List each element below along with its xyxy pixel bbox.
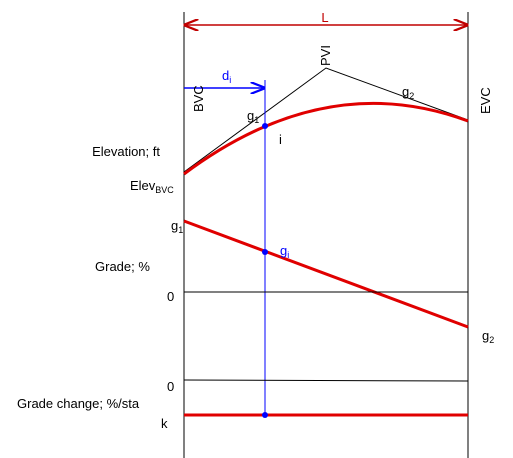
point-k bbox=[262, 412, 268, 418]
g1-top-label: g1 bbox=[247, 108, 259, 125]
g2-right-label: g2 bbox=[482, 328, 494, 345]
g-sub: 2 bbox=[489, 335, 494, 345]
zero-grade-label: 0 bbox=[167, 289, 174, 304]
g-base: g bbox=[482, 328, 489, 343]
gi-label: gi bbox=[280, 243, 289, 260]
zero-change-line bbox=[183, 379, 469, 382]
pvi-label: PVI bbox=[318, 45, 333, 66]
vertical-curve bbox=[183, 101, 469, 176]
span-label: L bbox=[321, 10, 328, 25]
point-i bbox=[262, 123, 268, 129]
g-base: g bbox=[402, 84, 409, 99]
g-base: g bbox=[247, 108, 254, 123]
d-sub: i bbox=[229, 75, 231, 85]
zero-change-label: 0 bbox=[167, 379, 174, 394]
point-gi bbox=[262, 249, 268, 255]
g-sub: i bbox=[287, 250, 289, 260]
g2-top-label: g2 bbox=[402, 84, 414, 101]
g1-left-label: g1 bbox=[171, 218, 183, 235]
d-base: d bbox=[222, 68, 229, 83]
g-sub: 1 bbox=[178, 225, 183, 235]
evc-label: EVC bbox=[478, 87, 493, 114]
elevation-label: Elevation; ft bbox=[92, 144, 160, 159]
grade-change-label: Grade change; %/sta bbox=[17, 396, 140, 411]
g-base: g bbox=[280, 243, 287, 258]
grade-label: Grade; % bbox=[95, 259, 150, 274]
k-label: k bbox=[161, 416, 168, 431]
i-label: i bbox=[279, 132, 282, 147]
bvc-label: BVC bbox=[191, 85, 206, 112]
grade-line bbox=[183, 219, 469, 329]
g-base: g bbox=[171, 218, 178, 233]
elev-bvc-label: ElevBVC bbox=[130, 178, 174, 195]
g-sub: 2 bbox=[409, 91, 414, 101]
di-label: di bbox=[222, 68, 231, 85]
tangents bbox=[183, 67, 469, 173]
g-sub: 1 bbox=[254, 115, 259, 125]
elev-base: Elev bbox=[130, 178, 156, 193]
elev-sub: BVC bbox=[155, 185, 174, 195]
